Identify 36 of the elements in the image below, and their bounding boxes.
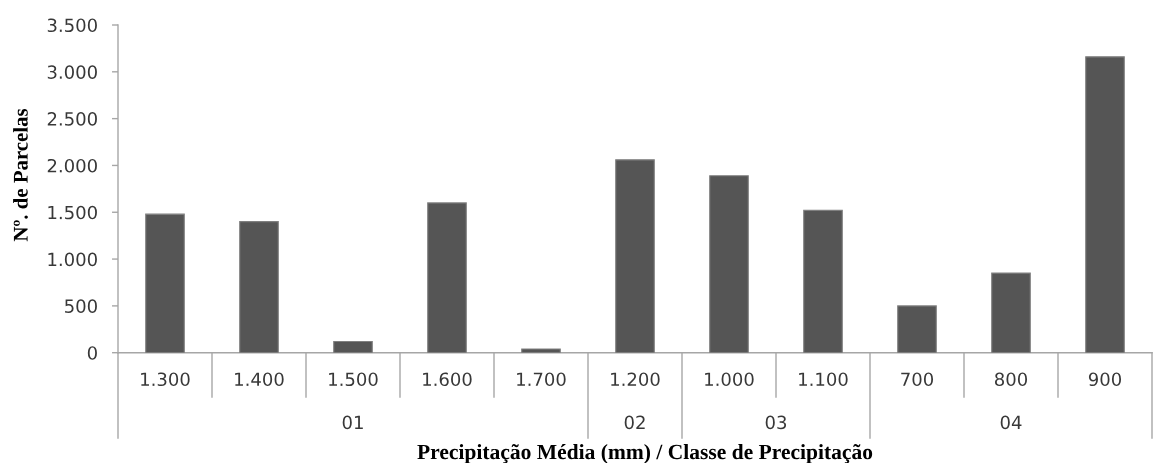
x-tick-label: 900 <box>1088 372 1122 387</box>
text: 04 <box>1000 415 1022 430</box>
bar <box>427 202 467 353</box>
y-tick-label: 2.000 <box>47 158 97 173</box>
y-tick-label: 0 <box>87 346 97 360</box>
x-tick-label: 1.300 <box>141 372 190 387</box>
x-tick-label: 1.700 <box>517 372 566 387</box>
bar <box>521 348 561 353</box>
x-tick-label: 800 <box>994 372 1028 387</box>
y-tick-label: 500 <box>65 299 97 313</box>
bar <box>239 221 279 353</box>
text: 01 <box>342 415 363 430</box>
x-tick-label: 1.000 <box>705 372 754 387</box>
x-tick-label: 1.500 <box>329 372 378 387</box>
y-tick-label: 1.500 <box>48 205 97 220</box>
y-axis-title: Nº. de Parcelas <box>13 108 28 242</box>
bar <box>333 340 373 353</box>
x-tick-label: 1.600 <box>423 372 472 387</box>
x-tick-label: 700 <box>901 372 934 387</box>
y-tick-label: 3.500 <box>47 18 97 33</box>
bar <box>803 209 843 353</box>
bar <box>615 159 655 353</box>
y-tick-label: 1.000 <box>48 252 97 267</box>
x-tick-label: 1.400 <box>235 372 284 387</box>
text: 02 <box>624 415 645 430</box>
bar <box>991 272 1031 353</box>
x-tick-label: 1.100 <box>799 372 848 387</box>
x-axis-title: Precipitação Média (mm) / Classe de Precipitação <box>417 444 873 463</box>
y-tick-label: 2.500 <box>47 112 97 126</box>
bar <box>897 305 937 353</box>
y-tick-label: 3.000 <box>47 65 97 79</box>
bar <box>145 213 185 353</box>
x-tick-label: 1.200 <box>611 372 660 387</box>
text: 03 <box>765 415 787 430</box>
bar <box>1085 56 1125 353</box>
bar <box>709 175 749 353</box>
